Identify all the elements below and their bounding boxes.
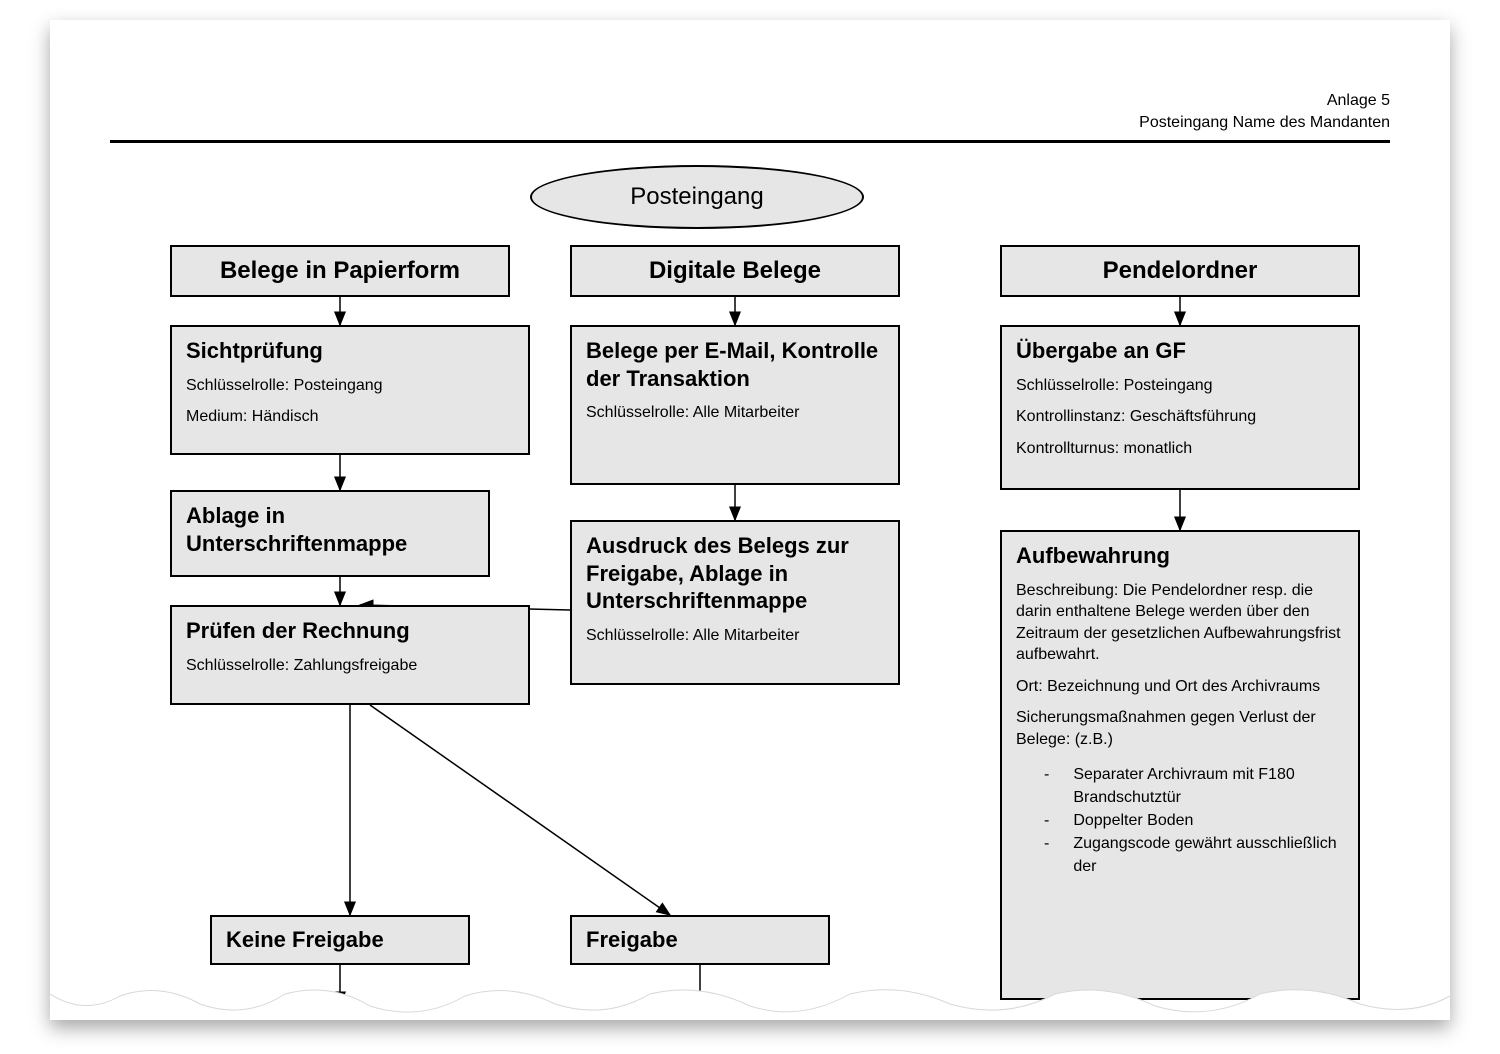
node-keine-freigabe: Keine Freigabe (210, 915, 470, 965)
node-ablage-unterschriftenmappe: Ablage in Unterschriftenmappe (170, 490, 490, 577)
node-title: Keine Freigabe (226, 927, 384, 952)
bullet-text: Zugangscode gewährt ausschließlich der (1073, 832, 1344, 878)
node-freigabe: Freigabe (570, 915, 830, 965)
node-title: Übergabe an GF (1016, 337, 1344, 365)
bullet-item: -Zugangscode gewährt ausschließlich der (1016, 832, 1344, 878)
header-line-2: Posteingang Name des Mandanten (1139, 112, 1390, 134)
column-header-left-label: Belege in Papierform (220, 257, 460, 284)
bullet-list: -Separater Archivraum mit F180 Brandschu… (1016, 763, 1344, 879)
node-sichtpruefung: Sichtprüfung Schlüsselrolle: Posteingang… (170, 325, 530, 455)
bullet-text: Separater Archivraum mit F180 Brandschut… (1073, 763, 1344, 809)
node-title: Sichtprüfung (186, 337, 514, 365)
node-meta: Kontrollturnus: monatlich (1016, 438, 1344, 460)
column-header-middle: Digitale Belege (570, 245, 900, 297)
bullet-dash-icon: - (1044, 809, 1049, 832)
node-meta: Schlüsselrolle: Alle Mitarbeiter (586, 402, 884, 424)
column-header-right: Pendelordner (1000, 245, 1360, 297)
node-meta: Kontrollinstanz: Geschäftsführung (1016, 406, 1344, 428)
column-header-middle-label: Digitale Belege (649, 257, 821, 284)
node-uebergabe-gf: Übergabe an GF Schlüsselrolle: Posteinga… (1000, 325, 1360, 490)
node-title: Freigabe (586, 927, 678, 952)
bullet-dash-icon: - (1044, 832, 1049, 878)
page-header: Anlage 5 Posteingang Name des Mandanten (1139, 90, 1390, 133)
bullet-item: -Separater Archivraum mit F180 Brandschu… (1016, 763, 1344, 809)
node-title: Ausdruck des Belegs zur Freigabe, Ablage… (586, 532, 884, 615)
page: Anlage 5 Posteingang Name des Mandanten … (0, 0, 1500, 1054)
node-paragraph: Sicherungsmaßnahmen gegen Verlust der Be… (1016, 707, 1344, 750)
bullet-text: Doppelter Boden (1073, 809, 1193, 832)
header-line-1: Anlage 5 (1139, 90, 1390, 112)
column-header-left: Belege in Papierform (170, 245, 510, 297)
node-paragraph: Beschreibung: Die Pendelordner resp. die… (1016, 580, 1344, 666)
arrow (370, 705, 670, 915)
node-title: Aufbewahrung (1016, 542, 1344, 570)
node-meta: Schlüsselrolle: Alle Mitarbeiter (586, 625, 884, 647)
start-label: Posteingang (630, 183, 763, 211)
node-title: Prüfen der Rechnung (186, 617, 514, 645)
node-meta: Schlüsselrolle: Zahlungsfreigabe (186, 655, 514, 677)
bullet-dash-icon: - (1044, 763, 1049, 809)
node-pruefen-rechnung: Prüfen der Rechnung Schlüsselrolle: Zahl… (170, 605, 530, 705)
node-title: Belege per E-Mail, Kontrolle der Transak… (586, 337, 884, 392)
node-meta: Schlüsselrolle: Posteingang (1016, 375, 1344, 397)
node-meta: Medium: Händisch (186, 406, 514, 428)
flowchart-canvas: Posteingang Belege in Papierform Digital… (110, 150, 1390, 1010)
node-paragraph: Ort: Bezeichnung und Ort des Archivraums (1016, 676, 1344, 698)
bullet-item: - Doppelter Boden (1016, 809, 1344, 832)
node-belege-email: Belege per E-Mail, Kontrolle der Transak… (570, 325, 900, 485)
start-ellipse: Posteingang (530, 165, 864, 229)
node-meta: Schlüsselrolle: Posteingang (186, 375, 514, 397)
document-sheet: Anlage 5 Posteingang Name des Mandanten … (50, 20, 1450, 1020)
column-header-right-label: Pendelordner (1103, 257, 1258, 284)
node-ausdruck-beleg: Ausdruck des Belegs zur Freigabe, Ablage… (570, 520, 900, 685)
node-title: Ablage in Unterschriftenmappe (186, 502, 474, 557)
header-rule (110, 140, 1390, 143)
node-aufbewahrung: Aufbewahrung Beschreibung: Die Pendelord… (1000, 530, 1360, 1000)
